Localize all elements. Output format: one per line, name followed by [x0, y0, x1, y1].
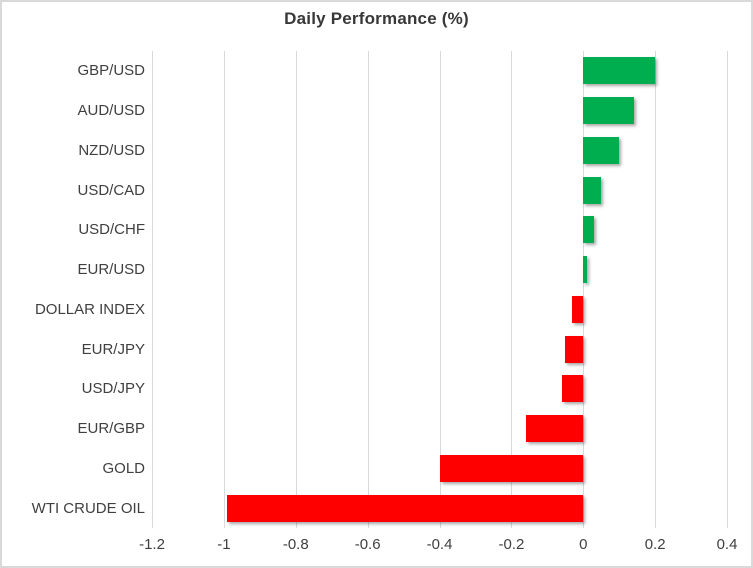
plot-area	[152, 51, 728, 528]
positive-bar	[583, 57, 656, 85]
category-label: AUD/USD	[77, 102, 145, 120]
category-label: GBP/USD	[77, 62, 145, 80]
x-tick-label: -0.6	[354, 536, 381, 553]
bar-row	[152, 250, 727, 290]
positive-bar	[583, 176, 602, 204]
chart-title: Daily Performance (%)	[284, 9, 469, 28]
category-label: WTI CRUDE OIL	[31, 499, 145, 517]
bar-row	[152, 170, 727, 210]
category-label: USD/JPY	[81, 380, 145, 398]
negative-bar	[565, 335, 584, 363]
negative-bar	[525, 415, 584, 443]
x-tick-label: -0.4	[426, 536, 453, 553]
x-tick-label: -1.2	[139, 536, 165, 553]
gridline	[439, 51, 441, 528]
positive-bar	[583, 136, 620, 164]
gridline	[367, 51, 369, 528]
gridline	[511, 51, 513, 528]
x-tick-label: 0.4	[716, 536, 738, 553]
bar-row	[152, 329, 727, 369]
category-axis-labels: GBP/USD AUD/USD NZD/USD USD/CAD USD/CHF EUR/U…	[2, 51, 145, 528]
negative-bar	[572, 295, 584, 323]
bar-row	[152, 210, 727, 250]
bar-row	[152, 409, 727, 449]
positive-bar	[583, 216, 595, 244]
bar-row	[152, 290, 727, 330]
negative-bar	[561, 375, 584, 403]
negative-bar	[439, 454, 584, 482]
x-tick-label: 0.2	[644, 536, 666, 553]
positive-bar	[583, 256, 587, 284]
x-tick-label: -0.8	[282, 536, 309, 553]
gridline	[152, 51, 153, 528]
bar-row	[152, 51, 727, 91]
category-label: NZD/USD	[78, 141, 145, 159]
category-label: USD/CHF	[78, 221, 145, 239]
category-label: DOLLAR INDEX	[34, 300, 145, 318]
gridline	[295, 51, 297, 528]
gridline	[727, 51, 728, 528]
gridline	[583, 51, 585, 528]
category-label: USD/CAD	[77, 181, 145, 199]
x-tick-label: -0.2	[498, 536, 525, 553]
category-label: EUR/GBP	[77, 420, 145, 438]
gridline	[655, 51, 657, 528]
bar-row	[152, 449, 727, 489]
x-tick-label: -1	[217, 536, 231, 553]
category-label: EUR/USD	[77, 261, 145, 279]
bar-row	[152, 488, 727, 528]
x-axis-tick-labels: -1.2 -1 -0.8 -0.6 -0.4 -0.2 0 0.2 0.4	[139, 534, 737, 558]
bar-row	[152, 369, 727, 409]
category-label: EUR/JPY	[81, 340, 145, 358]
category-label: GOLD	[102, 459, 145, 477]
x-tick-label: 0	[579, 536, 588, 553]
gridline	[223, 51, 225, 528]
bar-row	[152, 130, 727, 170]
negative-bar	[227, 494, 584, 522]
positive-bar	[583, 97, 634, 125]
bar-row	[152, 91, 727, 131]
